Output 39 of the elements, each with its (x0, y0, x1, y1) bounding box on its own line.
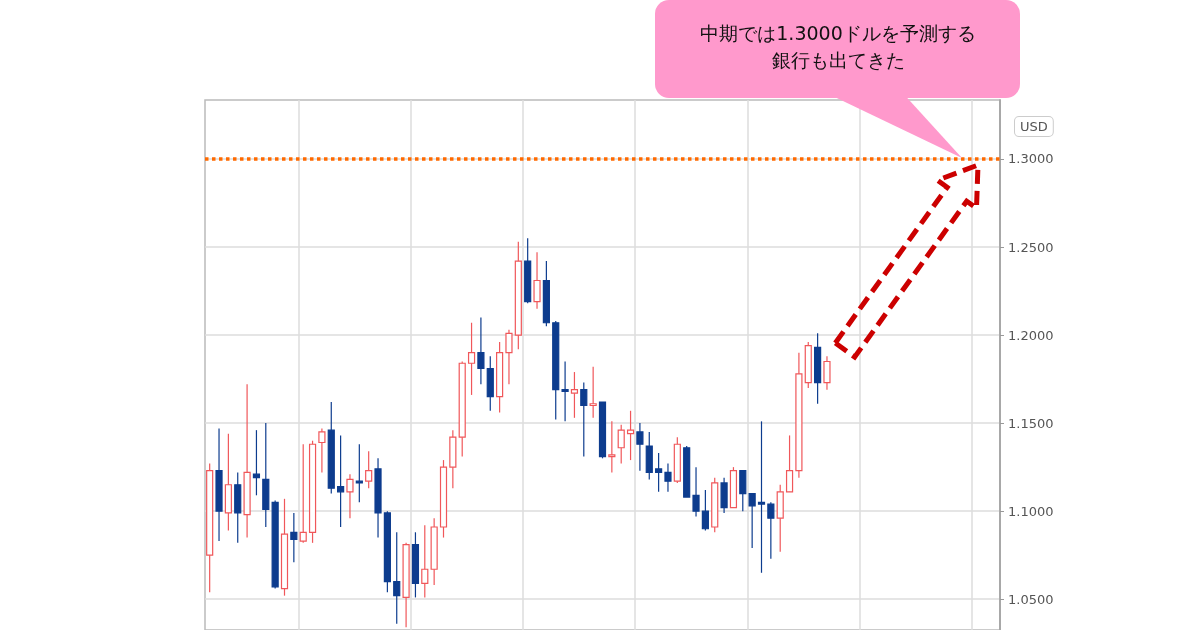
candlestick (561, 360, 569, 422)
candlestick (617, 424, 625, 465)
candlestick (636, 422, 644, 472)
candlestick (748, 492, 756, 549)
candlestick (570, 371, 579, 419)
candlestick (355, 443, 363, 503)
candlestick (421, 524, 429, 599)
candlestick (505, 329, 513, 385)
y-tick-label: 1.0500 (1008, 591, 1054, 607)
y-axis-title: USD (1020, 119, 1048, 134)
candlestick (393, 531, 401, 625)
candlestick (823, 355, 831, 391)
candlestick (365, 450, 373, 489)
candlestick (655, 452, 663, 493)
candlestick (477, 316, 485, 385)
candlestick (767, 501, 775, 560)
candlestick (785, 434, 794, 493)
candlestick (701, 489, 709, 532)
candlestick (533, 251, 541, 310)
candlestick (337, 434, 345, 528)
candlestick (580, 382, 588, 458)
candlestick (692, 466, 700, 518)
y-tick-label: 1.1500 (1008, 415, 1054, 431)
candlestick (318, 427, 326, 474)
candlestick (664, 463, 672, 493)
candlestick (290, 512, 298, 563)
candlestick (626, 410, 635, 461)
candlestick (346, 473, 354, 519)
candlestick (608, 420, 616, 474)
candlestick (589, 366, 597, 419)
y-tick-label: 1.3000 (1008, 151, 1054, 167)
y-tick-label: 1.2500 (1008, 239, 1054, 255)
candlestick (757, 420, 766, 574)
y-tick-label: 1.2000 (1008, 327, 1054, 343)
candlestick (299, 443, 307, 544)
candlestick (467, 322, 476, 396)
candlestick (739, 470, 747, 512)
y-tick-label: 1.1000 (1008, 503, 1054, 519)
text: 中期では1.3000ドルを予測する銀行も出てきた (699, 21, 977, 73)
